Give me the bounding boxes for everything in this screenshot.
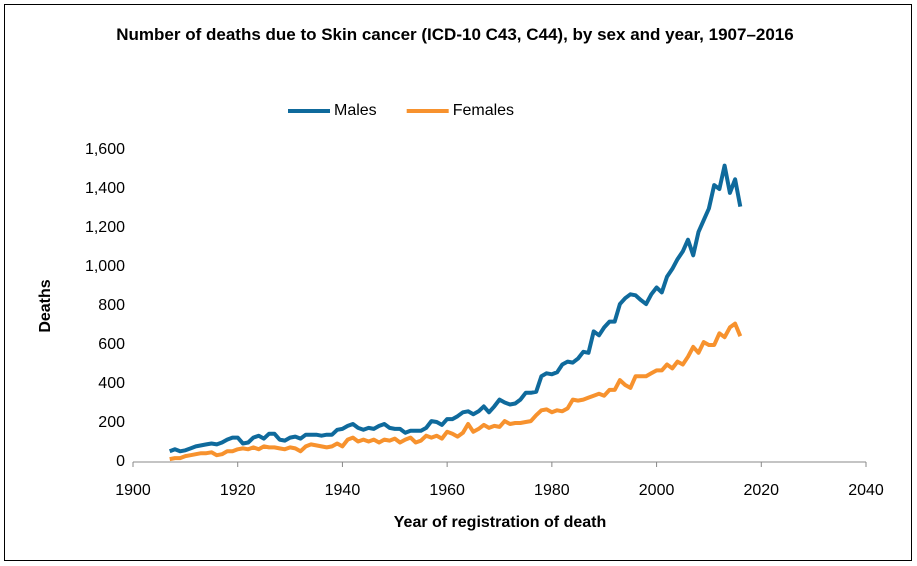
x-tick-label: 1920 [220,482,256,499]
chart-title: Number of deaths due to Skin cancer (ICD… [116,25,794,44]
legend-label: Males [334,102,377,119]
series-line [169,321,743,462]
y-axis-label: Deaths [37,279,54,332]
x-tick-label: 2040 [848,482,884,499]
y-tick-label: 1,200 [85,219,125,236]
x-tick-label: 1960 [429,482,465,499]
x-tick-label: 2000 [639,482,675,499]
y-tick-label: 1,600 [85,141,125,158]
chart-border [4,4,912,561]
x-axis-label: Year of registration of death [394,514,606,531]
y-tick-label: 1,400 [85,180,125,197]
legend-label: Females [453,102,514,119]
y-tick-label: 1,000 [85,258,125,275]
series-line [168,163,743,454]
y-tick-label: 0 [116,453,125,470]
x-tick-label: 1940 [325,482,361,499]
x-tick-label: 1900 [115,482,151,499]
y-tick-label: 600 [98,336,125,353]
x-tick-label: 1980 [534,482,570,499]
y-tick-label: 200 [98,414,125,431]
x-tick-label: 2020 [743,482,779,499]
y-tick-label: 800 [98,297,125,314]
y-tick-label: 400 [98,375,125,392]
